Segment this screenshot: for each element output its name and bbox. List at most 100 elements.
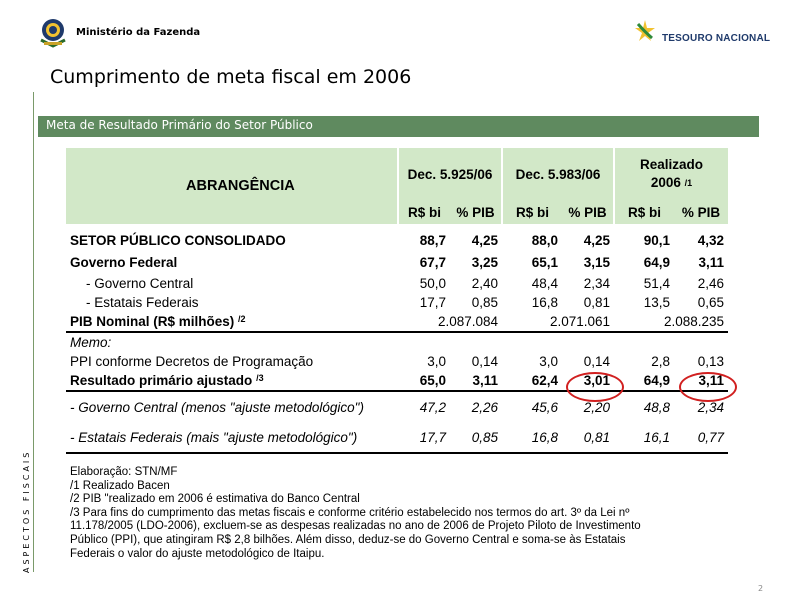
realizado-year: 2006 (650, 175, 681, 190)
cell: 64,9 (643, 254, 670, 270)
cell: 4,32 (697, 232, 724, 248)
logo-text: TESOURO NACIONAL (662, 32, 771, 44)
abrangencia-header: ABRANGÊNCIA (66, 148, 398, 224)
subheader-cell: % PIB (450, 200, 502, 224)
cell: 3,0 (539, 354, 558, 369)
subheader-cell: R$ bi (397, 200, 450, 224)
cell: 0,77 (674, 423, 728, 454)
tesouro-nacional-logo: TESOURO NACIONAL (632, 18, 770, 44)
ministry-header: Ministério da Fazenda (38, 16, 200, 48)
row-label: Governo Federal (70, 254, 178, 270)
row-label: SETOR PÚBLICO CONSOLIDADO (70, 232, 286, 248)
cell: 2,34 (583, 276, 610, 291)
table-row: - Governo Central 50,0 2,40 48,4 2,34 51… (66, 274, 728, 293)
cell: 4,25 (583, 232, 610, 248)
realizado-note: /1 (684, 178, 693, 188)
footnote: Elaboração: STN/MF (70, 466, 178, 478)
cell: 3,15 (583, 254, 610, 270)
row-label: PPI conforme Decretos de Programação (70, 354, 314, 369)
footnotes: Elaboração: STN/MF /1 Realizado Bacen /2… (70, 466, 641, 561)
cell: 16,8 (531, 295, 558, 310)
table-row: PPI conforme Decretos de Programação 3,0… (66, 352, 728, 371)
cell: 64,9 (643, 373, 670, 388)
cell: 2.087.084 (437, 314, 498, 329)
cell: 48,4 (531, 276, 558, 291)
cell: 16,8 (502, 423, 562, 454)
memo-label: Memo: (66, 331, 398, 352)
left-divider (33, 92, 34, 572)
fiscal-table-container: ABRANGÊNCIA Dec. 5.925/06 Dec. 5.983/06 … (66, 148, 728, 462)
cell: 2,26 (450, 390, 502, 423)
footnote: 11.178/2005 (LDO-2006), excluem-se as de… (70, 520, 641, 533)
cell: 3,0 (427, 354, 446, 369)
row-label-pib: PIB Nominal (R$ milhões) /2 (66, 312, 398, 332)
cell: 50,0 (419, 276, 446, 291)
cell: 2,8 (651, 354, 670, 369)
realizado-year-line: 2006 /1 (619, 174, 724, 192)
subheader-cell: % PIB (562, 200, 614, 224)
footnote: /3 Para fins do cumprimento das metas fi… (70, 506, 630, 519)
table-row: - Governo Central (menos "ajuste metodol… (66, 390, 728, 423)
cell: 88,0 (531, 232, 558, 248)
subheader-cell: % PIB (674, 200, 728, 224)
cell: 3,11 (698, 254, 724, 270)
cell: 88,7 (419, 232, 446, 248)
cell: 67,7 (419, 254, 446, 270)
cell: 2.088.235 (663, 314, 724, 329)
col-group-realizado: Realizado 2006 /1 (613, 148, 728, 200)
col-group-dec-5983: Dec. 5.983/06 (501, 148, 614, 200)
row-label: - Estatais Federais (mais "ajuste metodo… (66, 423, 398, 454)
cell: 90,1 (643, 232, 670, 248)
footnote: /1 Realizado Bacen (70, 479, 170, 492)
pib-note: /2 (238, 314, 246, 324)
cell: 0,85 (471, 295, 498, 310)
table-row: - Estatais Federais 17,7 0,85 16,8 0,81 … (66, 293, 728, 312)
table-row: SETOR PÚBLICO CONSOLIDADO 88,7 4,25 88,0… (66, 224, 728, 250)
col-group-dec-5925: Dec. 5.925/06 (397, 148, 502, 200)
cell: 17,7 (419, 295, 446, 310)
cell: 0,85 (450, 423, 502, 454)
cell: 45,6 (502, 390, 562, 423)
row-label: - Governo Central (menos "ajuste metodol… (66, 390, 398, 423)
highlight-circle-dec5983 (566, 372, 624, 402)
cell: 2,46 (697, 276, 724, 291)
cell: 48,8 (614, 390, 674, 423)
cell: 0,81 (562, 423, 614, 454)
row-label: PIB Nominal (R$ milhões) (70, 314, 235, 329)
footnote: /2 PIB "realizado em 2006 é estimativa d… (70, 493, 360, 506)
cell: 3,25 (471, 254, 498, 270)
cell: 65,0 (419, 373, 446, 388)
cell: 4,25 (471, 232, 498, 248)
page-number: 2 (758, 584, 764, 593)
cell: 0,14 (471, 354, 498, 369)
highlight-circle-realizado (679, 372, 737, 402)
cell: 0,13 (697, 354, 724, 369)
subheader-cell: R$ bi (501, 200, 562, 224)
coat-of-arms-icon (40, 19, 66, 48)
cell: 51,4 (643, 276, 670, 291)
table-row: Governo Federal 67,7 3,25 65,1 3,15 64,9… (66, 250, 728, 274)
cell: 2,40 (471, 276, 498, 291)
cell: 13,5 (643, 295, 670, 310)
cell: 2.071.061 (549, 314, 610, 329)
table-row: - Estatais Federais (mais "ajuste metodo… (66, 423, 728, 454)
cell: 47,2 (398, 390, 450, 423)
realizado-label: Realizado (639, 157, 704, 172)
cell: 0,14 (583, 354, 610, 369)
cell: 65,1 (531, 254, 558, 270)
ministry-name: Ministério da Fazenda (76, 26, 201, 38)
page-title: Cumprimento de meta fiscal em 2006 (50, 66, 412, 88)
cell: 0,81 (583, 295, 610, 310)
cell: 62,4 (531, 373, 558, 388)
row-label: - Estatais Federais (86, 295, 199, 310)
table-row: Resultado primário ajustado /3 65,0 3,11… (66, 371, 728, 391)
row-label-rpa: Resultado primário ajustado /3 (66, 371, 398, 391)
rpa-note: /3 (256, 373, 264, 383)
tesouro-star-icon (635, 20, 655, 41)
fiscal-table: ABRANGÊNCIA Dec. 5.925/06 Dec. 5.983/06 … (66, 148, 728, 454)
table-row: Memo: (66, 331, 728, 352)
cell: 0,65 (697, 295, 724, 310)
footnote: Público (PPI), que atingiram R$ 2,8 bilh… (70, 533, 626, 546)
cell: 17,7 (398, 423, 450, 454)
side-label: ASPECTOS FISCAIS (22, 449, 31, 573)
